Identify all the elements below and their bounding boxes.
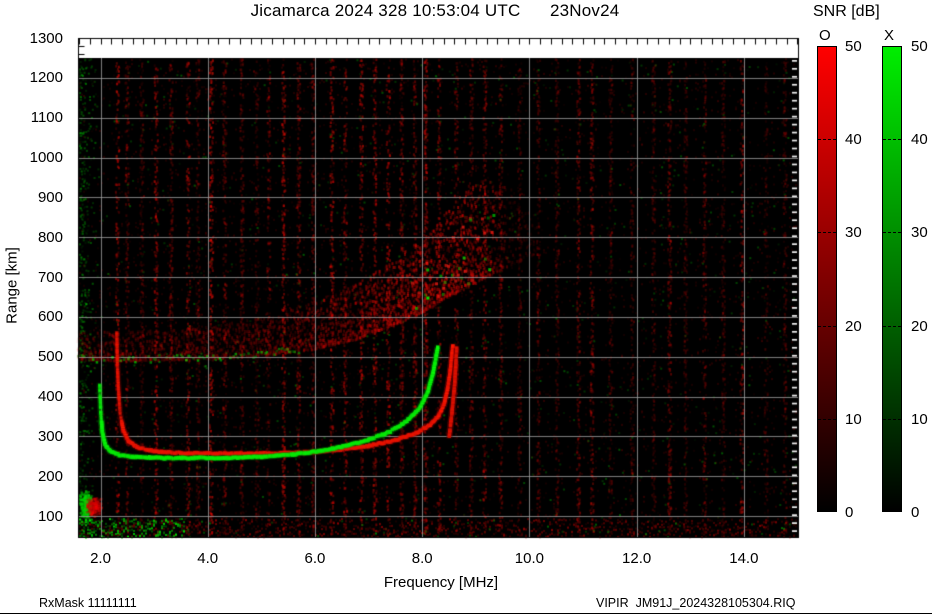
x-colorbar-tick-10: 10 [911, 410, 928, 428]
o-colorbar-tick-30: 30 [845, 224, 862, 242]
x-colorbar-tickmark-20 [883, 325, 901, 327]
y-axis-tick-400: 400 [37, 388, 63, 405]
x-axis-tick-14: 14.0 [729, 550, 759, 567]
x-axis-tick-8: 8.0 [411, 550, 433, 567]
y-axis-tick-200: 200 [37, 467, 63, 485]
x-axis-title: Frequency [MHz] [383, 574, 499, 591]
x-mode-colorbar [882, 46, 902, 512]
x-axis-tick-4: 4.0 [197, 550, 219, 567]
o-colorbar-tick-10: 10 [845, 410, 862, 428]
x-colorbar-tick-50: 50 [911, 38, 928, 55]
o-colorbar-tickmark-40 [818, 139, 836, 141]
y-axis-tick-100: 100 [37, 507, 63, 525]
y-axis-tick-700: 700 [37, 268, 63, 286]
y-axis-tick-800: 800 [37, 228, 63, 246]
x-colorbar-tickmark-30 [883, 232, 901, 234]
o-colorbar-tickmark-20 [818, 325, 836, 327]
x-colorbar-tickmark-10 [883, 418, 901, 420]
x-colorbar-tick-20: 20 [911, 317, 928, 335]
o-colorbar-tickmark-10 [818, 418, 836, 420]
page-title: Jicamarca 2024 328 10:53:04 UTC 23Nov24 [250, 1, 620, 20]
y-axis-tick-1000: 1000 [29, 149, 63, 166]
x-colorbar-tick-30: 30 [911, 224, 928, 242]
y-axis-tick-1200: 1200 [29, 69, 63, 87]
colorbar-title: SNR [dB] [813, 3, 880, 20]
y-axis-tick-1100: 1100 [30, 109, 63, 127]
o-colorbar-tick-0: 0 [845, 504, 854, 521]
o-mode-colorbar-label: O [819, 27, 831, 44]
o-colorbar-tickmark-30 [818, 232, 836, 234]
y-axis-tick-300: 300 [37, 427, 63, 445]
o-mode-colorbar [817, 46, 837, 512]
y-axis-tick-900: 900 [37, 188, 63, 206]
y-axis-tick-600: 600 [37, 308, 63, 326]
x-axis-tick-6: 6.0 [304, 550, 326, 567]
o-colorbar-tick-40: 40 [845, 131, 862, 149]
x-axis-tick-2: 2.0 [90, 550, 111, 567]
x-colorbar-tickmark-40 [883, 139, 901, 141]
x-mode-colorbar-label: X [884, 27, 895, 44]
y-axis-tick-1300: 1300 [29, 29, 63, 47]
data-file-annotation: VIPIR JM91J_2024328105304.RIQ [596, 596, 796, 610]
x-axis-tick-12: 12.0 [622, 550, 652, 567]
x-colorbar-tick-0: 0 [911, 504, 920, 521]
o-colorbar-tick-50: 50 [845, 38, 862, 55]
o-colorbar-tick-20: 20 [845, 317, 862, 335]
x-axis-tick-10: 10.0 [514, 550, 544, 567]
x-colorbar-tick-40: 40 [911, 131, 928, 149]
rxmask-annotation: RxMask 11111111 [39, 596, 137, 610]
y-axis-tick-500: 500 [37, 348, 63, 366]
